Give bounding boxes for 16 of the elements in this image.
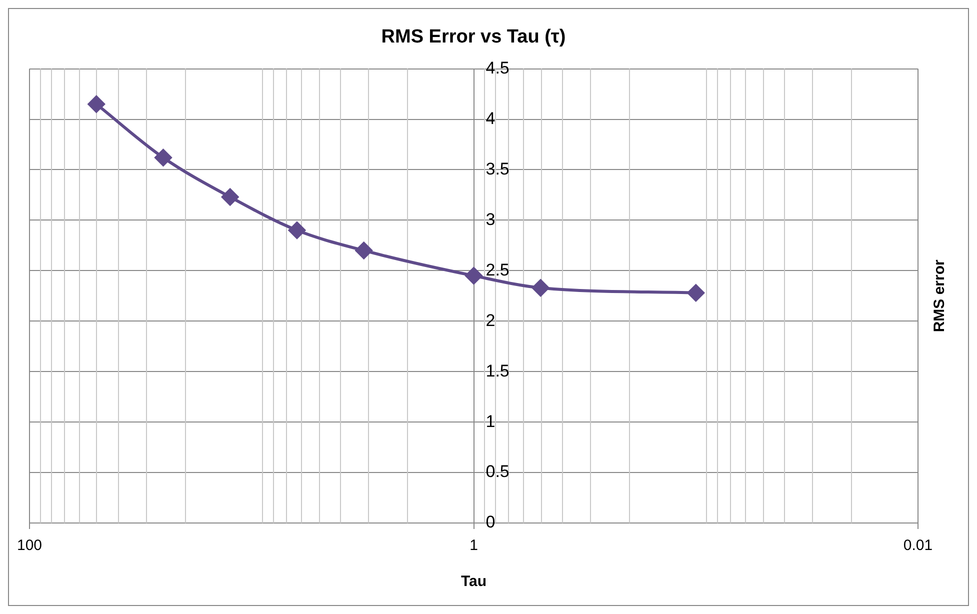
x-axis-title: Tau — [460, 573, 487, 590]
y-axis-title: RMS error — [931, 259, 948, 332]
y-tick-label: 2.5 — [486, 260, 510, 280]
y-tick-label: 2 — [486, 310, 496, 330]
chart-title: RMS Error vs Tau (τ) — [381, 26, 566, 48]
x-tick-label: 100 — [17, 537, 42, 554]
y-tick-label: 4.5 — [486, 58, 510, 78]
y-tick-label: 4 — [486, 108, 496, 128]
y-tick-label: 1.5 — [486, 361, 510, 380]
y-tick-label: 1 — [486, 412, 496, 431]
y-tick-label: 3.5 — [486, 159, 510, 178]
y-tick-label: 0 — [486, 512, 496, 532]
y-tick-label: 3 — [486, 210, 496, 229]
x-tick-label: 0.01 — [903, 537, 933, 554]
y-tick-label: 0.5 — [486, 462, 510, 482]
x-tick-label: 1 — [470, 537, 478, 554]
